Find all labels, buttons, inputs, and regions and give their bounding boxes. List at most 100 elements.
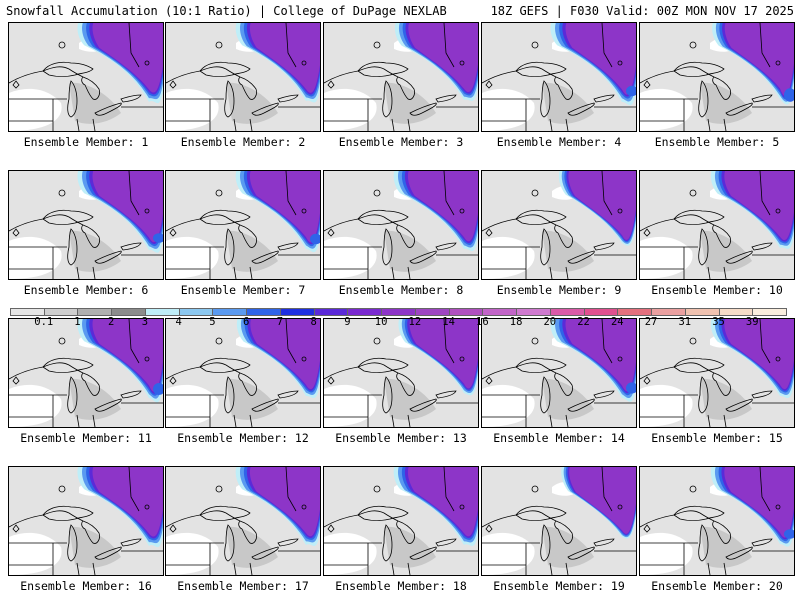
light-snow-area (226, 230, 278, 272)
map-boundary (540, 80, 551, 118)
legend-swatch (549, 308, 585, 316)
map-boundary (698, 228, 709, 266)
map-boundary (485, 80, 493, 89)
map-boundary (482, 510, 557, 528)
map-boundary (723, 266, 727, 279)
map-boundary (382, 376, 393, 414)
map-boundary (277, 242, 299, 251)
map-boundary (169, 376, 177, 385)
map-boundary (540, 524, 551, 562)
map-boundary (640, 362, 715, 380)
map-boundary (601, 171, 613, 216)
legend-threshold-label: 18 (509, 316, 523, 328)
snowfall-map (482, 467, 636, 575)
snow-band (724, 467, 794, 538)
member-label: Ensemble Member: 2 (180, 135, 306, 149)
map-boundary (698, 524, 709, 562)
light-snow-area (69, 378, 121, 420)
no-snow-area (482, 532, 535, 575)
snow-band (92, 23, 163, 93)
map-boundary (58, 485, 66, 493)
map-boundary (459, 356, 465, 362)
map-boundary (301, 60, 307, 66)
map-boundary (324, 362, 399, 380)
map-boundary (373, 485, 381, 493)
map-boundary (373, 189, 381, 197)
map-boundary (565, 118, 569, 131)
map-boundary (224, 228, 235, 266)
map-boundary (459, 208, 465, 214)
map-boundary (409, 398, 437, 412)
map-boundary (751, 390, 773, 399)
map-boundary (554, 372, 573, 396)
snow-band (565, 319, 636, 392)
map-boundary (643, 524, 651, 533)
map-boundary (531, 41, 539, 49)
map-boundary (482, 214, 557, 232)
map-boundary (391, 414, 395, 427)
map-boundary (120, 242, 142, 251)
map-boundary (128, 467, 140, 512)
light-snow-area (384, 526, 436, 568)
map-boundary (407, 562, 411, 575)
map-boundary (640, 510, 715, 528)
map-boundary (531, 485, 539, 493)
map-boundary (567, 102, 595, 116)
no-snow-area (324, 236, 377, 279)
legend-swatch (144, 308, 180, 316)
ensemble-member-panel (481, 318, 637, 428)
no-snow-area (9, 236, 62, 279)
ensemble-member-panel (323, 170, 479, 280)
map-boundary (144, 504, 150, 510)
map-boundary (554, 520, 573, 544)
snowfall-map (640, 171, 794, 279)
ensemble-member-panel (165, 170, 321, 280)
no-snow-area (482, 88, 535, 131)
map-boundary (515, 61, 567, 77)
map-boundary (689, 41, 697, 49)
map-boundary (94, 250, 122, 264)
member-label: Ensemble Member: 9 (496, 283, 622, 297)
map-boundary (725, 250, 753, 264)
map-boundary (301, 504, 307, 510)
map-boundary (485, 524, 493, 533)
map-boundary (327, 80, 335, 89)
map-boundary (238, 372, 257, 396)
map-boundary (58, 189, 66, 197)
light-snow-area (542, 378, 594, 420)
map-boundary (76, 414, 80, 427)
no-snow-area (482, 236, 535, 279)
map-boundary (92, 562, 96, 575)
map-boundary (698, 80, 709, 118)
snow-band (92, 467, 163, 537)
map-boundary (567, 546, 595, 560)
ensemble-member-panel (639, 466, 795, 576)
no-snow-area (324, 384, 377, 427)
member-label: Ensemble Member: 14 (493, 431, 625, 445)
map-boundary (443, 467, 455, 512)
snowfall-map (9, 467, 163, 575)
map-boundary (215, 485, 223, 493)
map-boundary (407, 118, 411, 131)
map-boundary (120, 94, 142, 103)
map-boundary (601, 319, 613, 364)
map-boundary (249, 562, 253, 575)
legend-threshold-label: 14 (442, 316, 455, 328)
member-label: Ensemble Member: 13 (335, 431, 467, 445)
light-snow-area (542, 230, 594, 272)
map-boundary (689, 337, 697, 345)
member-label: Ensemble Member: 15 (651, 431, 783, 445)
map-boundary (128, 171, 140, 216)
snow-band (153, 383, 163, 395)
legend-threshold-label: 31 (678, 316, 692, 328)
map-boundary (775, 504, 781, 510)
snow-band (407, 467, 478, 537)
map-boundary (12, 228, 20, 237)
map-boundary (215, 337, 223, 345)
map-boundary (224, 376, 235, 414)
map-boundary (723, 562, 727, 575)
map-boundary (285, 319, 297, 364)
legend-swatch (111, 308, 146, 316)
map-boundary (540, 228, 551, 266)
snow-band (407, 171, 478, 242)
